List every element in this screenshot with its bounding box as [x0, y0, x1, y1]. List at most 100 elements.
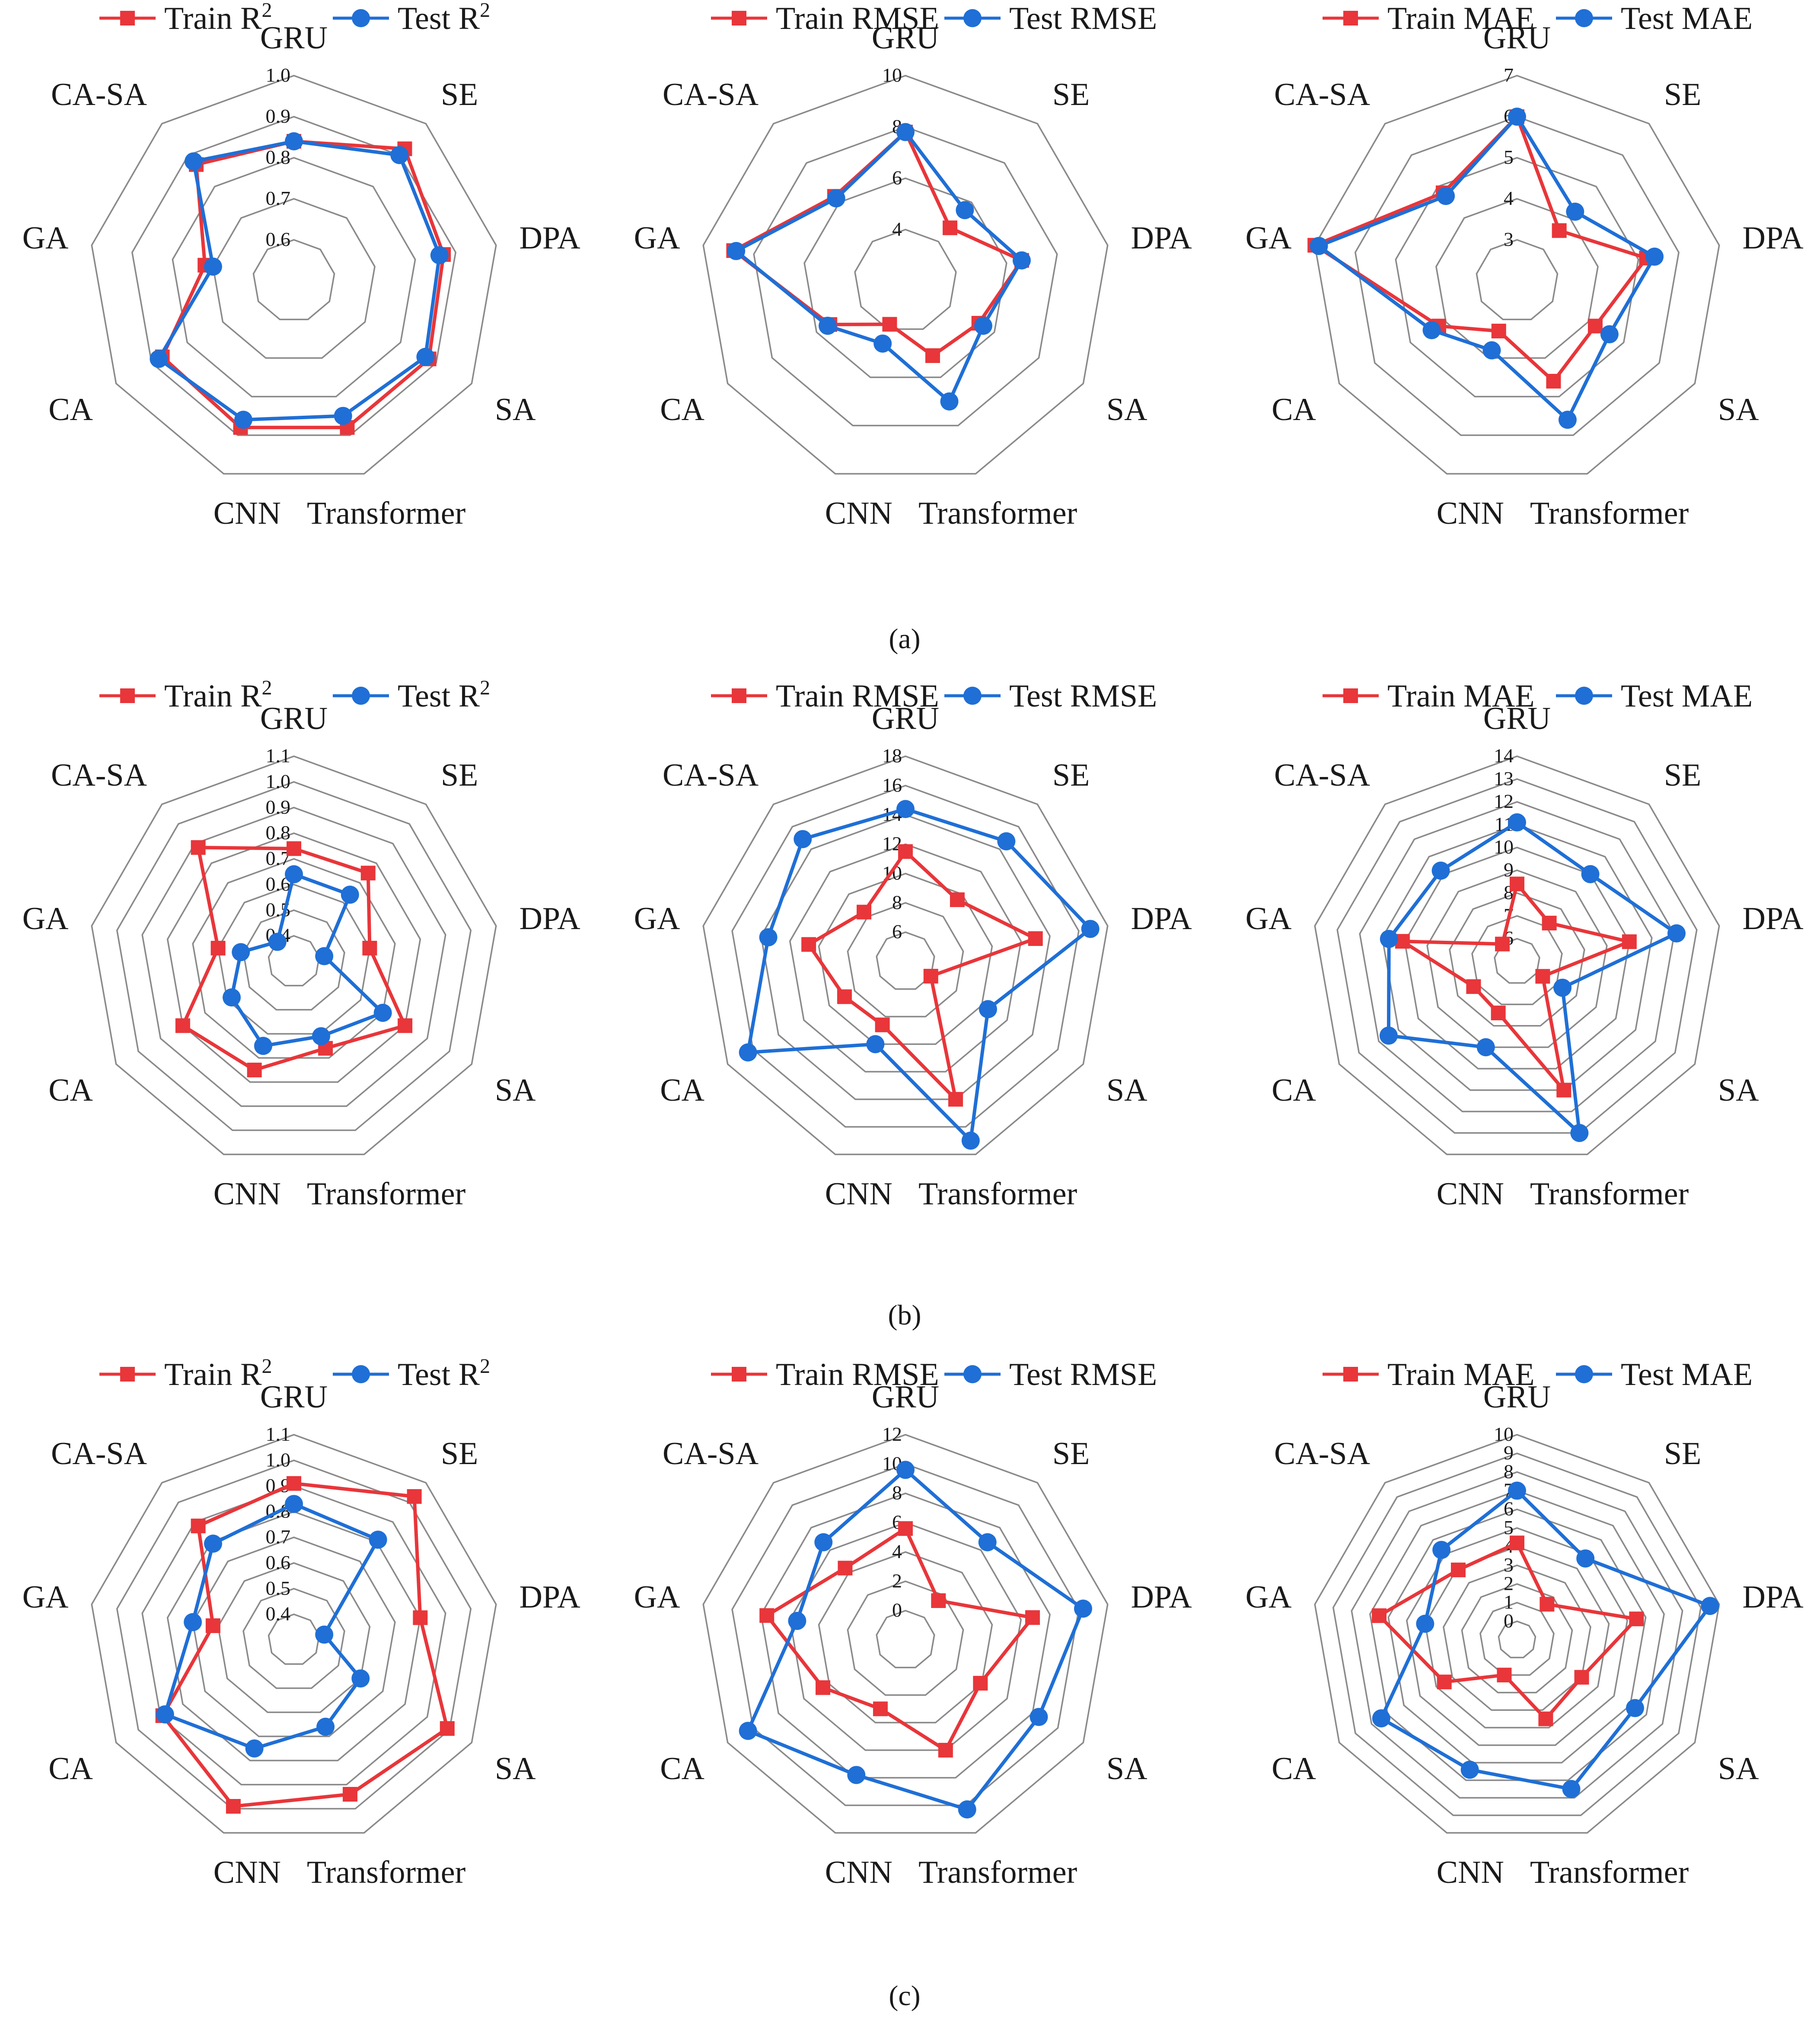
grid-ring — [702, 1434, 1109, 1834]
grid-ring — [1424, 1546, 1610, 1729]
train-point-sa — [398, 1018, 413, 1033]
radial-tick-label: 1.0 — [266, 770, 291, 792]
radial-tick-label: 6 — [1504, 1498, 1514, 1520]
test-point-ca-sa — [1437, 187, 1455, 205]
category-label-cnn: CNN — [214, 496, 281, 531]
test-point-se — [978, 1533, 997, 1551]
legend-marker-train — [120, 11, 135, 25]
train-point-dpa — [1622, 934, 1637, 949]
test-point-ga — [1310, 237, 1328, 255]
category-label-se: SE — [1664, 1436, 1701, 1471]
radial-tick-label: 1.0 — [266, 64, 291, 86]
test-series-line — [1315, 114, 1657, 423]
category-label-sa: SA — [1106, 392, 1147, 427]
legend: Train R2 Test R2 — [99, 1355, 490, 1392]
radial-tick-label: 0.6 — [266, 228, 291, 250]
category-label-cnn: CNN — [214, 1176, 281, 1212]
radar-chart-c-rmse: 024681012GRUSEDPASATransformerCNNCAGACA-… — [634, 1357, 1192, 1890]
category-label-gru: GRU — [260, 701, 328, 736]
radial-tick-label: 0.4 — [266, 1603, 291, 1625]
legend-label-train: Train MAE — [1387, 678, 1535, 714]
grid-ring — [847, 1580, 964, 1696]
legend-marker-train — [1343, 11, 1358, 25]
legend-marker-train — [1343, 688, 1358, 703]
train-point-cnn — [873, 1701, 888, 1716]
category-label-ga: GA — [634, 1579, 680, 1615]
test-point-dpa — [430, 246, 449, 264]
legend-label-test: Test RMSE — [1009, 678, 1157, 714]
train-point-transformer — [938, 1743, 953, 1758]
train-point-ga — [210, 941, 226, 956]
legend: Train MAE Test MAE — [1323, 678, 1753, 714]
radial-tick-label: 10 — [1494, 1423, 1514, 1445]
test-point-dpa — [1081, 920, 1100, 938]
test-point-ca — [150, 350, 168, 368]
grid-ring — [731, 784, 1080, 1128]
train-point-cnn — [1497, 1668, 1512, 1683]
category-label-ca: CA — [660, 1073, 704, 1108]
legend: Train RMSE Test RMSE — [711, 678, 1157, 714]
category-label-gru: GRU — [872, 701, 939, 736]
train-point-se — [943, 220, 958, 236]
train-point-gru — [898, 1521, 913, 1536]
radial-tick-label: 4 — [1504, 187, 1514, 209]
category-label-transformer: Transformer — [1530, 1176, 1689, 1212]
train-point-dpa — [1629, 1611, 1644, 1627]
radar-chart-c-r2: 0.40.50.60.70.80.91.01.1GRUSEDPASATransf… — [22, 1355, 580, 1890]
test-point-ca-sa — [814, 1533, 833, 1551]
test-point-sa — [1600, 325, 1619, 344]
test-point-ca — [1422, 321, 1441, 339]
test-point-cnn — [254, 1037, 272, 1055]
category-label-ga: GA — [634, 901, 680, 936]
legend-label-test: Test R2 — [398, 676, 490, 714]
train-point-gru — [287, 841, 301, 856]
radial-tick-label: 13 — [1494, 767, 1514, 790]
train-point-sa — [1574, 1670, 1589, 1685]
category-label-transformer: Transformer — [307, 496, 465, 531]
test-point-ca-sa — [1432, 1541, 1451, 1559]
category-label-ca: CA — [660, 392, 704, 427]
legend-marker-train — [732, 11, 746, 25]
test-point-ca — [1379, 1026, 1398, 1045]
grid-ring — [1498, 1620, 1536, 1659]
radial-tick-label: 18 — [882, 745, 902, 767]
train-series-line — [180, 846, 408, 1072]
train-point-gru — [898, 844, 913, 859]
legend-marker-test — [1575, 9, 1593, 27]
train-point-se — [1542, 916, 1557, 931]
test-series-line — [229, 872, 386, 1048]
category-label-cnn: CNN — [1437, 1855, 1504, 1890]
category-label-ga: GA — [22, 1579, 69, 1615]
grid-ring — [876, 931, 935, 990]
grid-ring — [91, 75, 497, 475]
grid-ring — [847, 902, 964, 1018]
grid-ring — [760, 814, 1051, 1100]
radial-tick-label: 2 — [1504, 1572, 1514, 1594]
train-point-ga — [205, 1618, 220, 1633]
test-point-gru — [1508, 1481, 1526, 1500]
grid-ring — [818, 1551, 993, 1724]
category-label-se: SE — [441, 1436, 478, 1471]
category-label-ca: CA — [48, 392, 93, 427]
test-series-line — [733, 129, 1024, 404]
test-point-gru — [1508, 108, 1526, 126]
category-label-gru: GRU — [1483, 20, 1551, 56]
train-series-line — [1376, 1541, 1640, 1722]
test-point-se — [369, 1531, 387, 1549]
test-point-cnn — [245, 1739, 264, 1758]
radial-tick-label: 6 — [892, 920, 902, 942]
grid-ring — [91, 1434, 497, 1834]
test-point-transformer — [312, 1027, 330, 1045]
test-point-se — [1566, 202, 1584, 221]
train-point-dpa — [413, 1610, 428, 1625]
train-point-sa — [1587, 318, 1603, 334]
legend-marker-train — [120, 1367, 135, 1382]
category-label-ca-sa: CA-SA — [51, 1436, 147, 1471]
category-label-sa: SA — [1718, 392, 1759, 427]
test-point-gru — [1508, 813, 1526, 832]
category-label-gru: GRU — [872, 20, 939, 56]
radial-tick-label: 10 — [1494, 836, 1514, 858]
grid-ring — [166, 1511, 421, 1761]
test-point-se — [1576, 1549, 1595, 1568]
train-point-cnn — [1491, 324, 1506, 339]
